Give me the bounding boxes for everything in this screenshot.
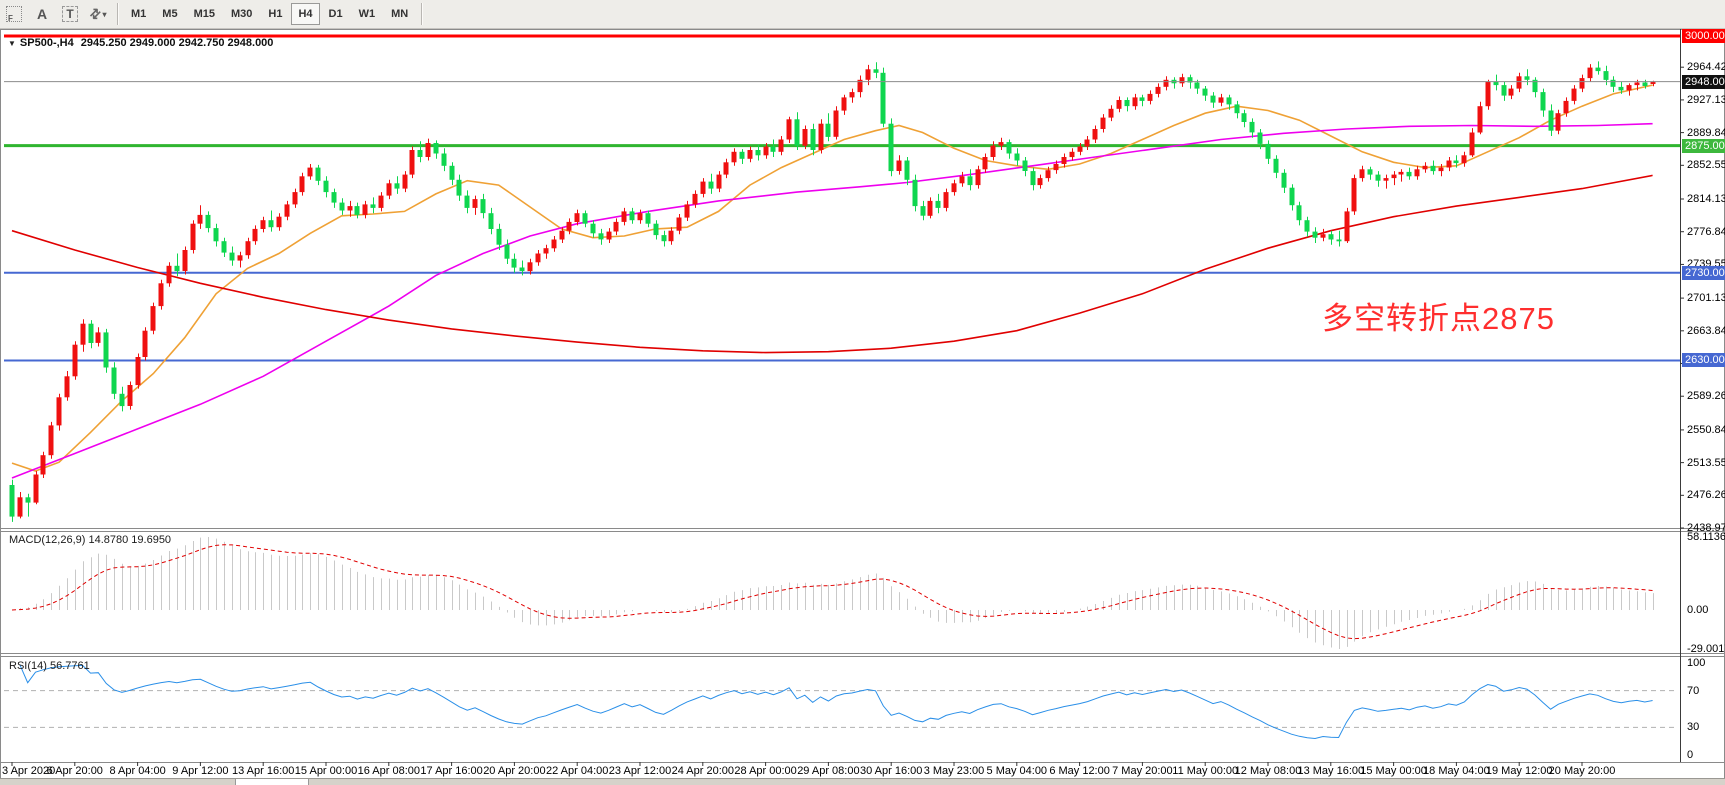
candlestick-series <box>9 61 1656 522</box>
date-axis-label: 20 May 20:00 <box>1548 765 1616 777</box>
rsi-axis-label: 0 <box>1687 749 1694 761</box>
price-axis-label: 2550.840 <box>1687 423 1725 436</box>
date-axis-label: 22 Apr 04:00 <box>545 765 609 777</box>
date-axis-label: 5 May 04:00 <box>986 765 1048 777</box>
dropdown-caret-icon: ▾ <box>102 9 107 19</box>
toolbar-separator <box>421 3 423 25</box>
timeframe-w1[interactable]: W1 <box>352 3 383 25</box>
date-axis-label: 9 Apr 12:00 <box>172 765 229 777</box>
font-a-icon: A <box>36 6 48 22</box>
date-axis-label: 6 Apr 20:00 <box>46 765 103 777</box>
price-axis-label: 2776.840 <box>1687 225 1725 238</box>
date-axis-label: 6 May 12:00 <box>1049 765 1110 777</box>
font-button[interactable]: A <box>30 3 54 25</box>
date-axis-label: 11 May 00:00 <box>1172 765 1239 777</box>
date-axis-label: 12 May 08:00 <box>1234 765 1302 777</box>
price-axis-label: 2964.420 <box>1687 61 1725 74</box>
macd-signal-line <box>11 544 1653 640</box>
date-axis-label: 19 May 12:00 <box>1485 765 1553 777</box>
date-axis-label: 8 Apr 04:00 <box>109 765 166 777</box>
rsi-indicator-label: RSI(14) 56.7761 <box>9 660 90 672</box>
price-axis-label: 2513.550 <box>1687 456 1725 469</box>
price-axis-badge: 2730.000 <box>1682 265 1725 280</box>
date-axis-label: 16 Apr 08:00 <box>357 765 420 777</box>
template-grid-button[interactable]: F <box>2 3 26 25</box>
symbol-title: ▼ SP500-,H4 2945.250 2949.000 2942.750 294… <box>8 37 273 49</box>
date-axis-label: 18 May 04:00 <box>1423 765 1490 777</box>
rsi-axis-label: 30 <box>1687 721 1700 734</box>
timeframe-group: M1 M5 M15 M30 H1 H4 D1 W1 MN <box>123 3 416 25</box>
date-axis-label: 23 Apr 12:00 <box>608 765 672 777</box>
chart-tab[interactable] <box>235 779 309 785</box>
macd-histogram <box>20 537 1654 649</box>
timeframe-h1[interactable]: H1 <box>261 3 289 25</box>
timeframe-m15[interactable]: M15 <box>187 3 222 25</box>
price-axis-badge: 2630.000 <box>1682 353 1725 368</box>
medium-ma <box>11 122 1653 479</box>
date-axis-label: 3 Apr 2020 <box>2 765 56 777</box>
rsi-line <box>19 664 1653 740</box>
price-axis-label: 2589.260 <box>1687 390 1725 403</box>
annotation-text: 多空转折点2875 <box>1322 301 1555 336</box>
timeframe-m1[interactable]: M1 <box>124 3 153 25</box>
crosshair-arrows-button[interactable]: ⇄ ▾ <box>85 3 110 25</box>
timeframe-m5[interactable]: M5 <box>155 3 184 25</box>
date-axis-label: 29 Apr 08:00 <box>797 765 860 777</box>
bottom-tab-strip <box>0 778 1725 785</box>
price-axis-badge: 2948.000 <box>1682 74 1725 89</box>
macd-indicator-label: MACD(12,26,9) 14.8780 19.6950 <box>9 534 172 546</box>
timeframe-mn[interactable]: MN <box>384 3 415 25</box>
grid-icon: F <box>6 6 22 23</box>
date-axis-label: 13 Apr 16:00 <box>231 765 295 777</box>
date-axis-label: 24 Apr 20:00 <box>671 765 734 777</box>
symbol-dropdown-icon[interactable]: ▼ <box>8 39 16 48</box>
fast-ma <box>11 84 1653 472</box>
date-axis-label: 20 Apr 20:00 <box>483 765 546 777</box>
timeframe-h4[interactable]: H4 <box>291 3 320 25</box>
date-axis-label: 15 Apr 00:00 <box>294 765 358 777</box>
text-t-icon: T <box>62 6 78 22</box>
price-axis-label: 2438.970 <box>1687 522 1725 535</box>
macd-axis-label: 58.1136 <box>1687 531 1725 543</box>
price-axis-label: 2889.840 <box>1687 126 1725 139</box>
timeframe-m30[interactable]: M30 <box>224 3 259 25</box>
symbol-name: SP500-,H4 <box>19 37 74 49</box>
timeframe-d1[interactable]: D1 <box>322 3 350 25</box>
price-axis-label: 2814.130 <box>1687 193 1725 205</box>
price-axis-label: 2927.130 <box>1687 93 1725 106</box>
price-axis-badge: 2875.000 <box>1682 138 1725 153</box>
price-axis-label: 2701.130 <box>1687 292 1725 305</box>
date-axis-label: 7 May 20:00 <box>1112 765 1173 777</box>
price-axis-label: 2476.260 <box>1687 489 1725 502</box>
slow-ma <box>11 174 1653 354</box>
grid-f-label: F <box>8 14 13 23</box>
toolbar: F A T ⇄ ▾ M1 M5 M15 M30 H1 H4 D1 W1 MN <box>0 0 1725 29</box>
toolbar-separator <box>117 3 118 25</box>
date-axis-label: 17 Apr 16:00 <box>420 765 483 777</box>
symbol-ohlc-values: 2945.250 2949.000 2942.750 2948.000 <box>80 37 274 49</box>
price-axis-badge: 3000.000 <box>1682 29 1725 43</box>
diagonal-arrows-icon: ⇄ <box>85 4 104 23</box>
date-axis-label: 28 Apr 00:00 <box>734 765 797 777</box>
price-axis-label: 2663.840 <box>1687 324 1725 337</box>
date-axis-label: 3 May 23:00 <box>923 765 985 777</box>
date-axis-label: 15 May 00:00 <box>1360 765 1427 777</box>
text-label-button[interactable]: T <box>58 3 82 25</box>
macd-axis-label: 0.00 <box>1687 603 1709 616</box>
rsi-axis-label: 100 <box>1687 657 1706 669</box>
rsi-axis-label: 70 <box>1687 684 1700 697</box>
price-axis-label: 2852.550 <box>1687 159 1725 172</box>
date-axis-label: 30 Apr 16:00 <box>859 765 923 777</box>
date-axis-label: 13 May 16:00 <box>1297 765 1365 777</box>
